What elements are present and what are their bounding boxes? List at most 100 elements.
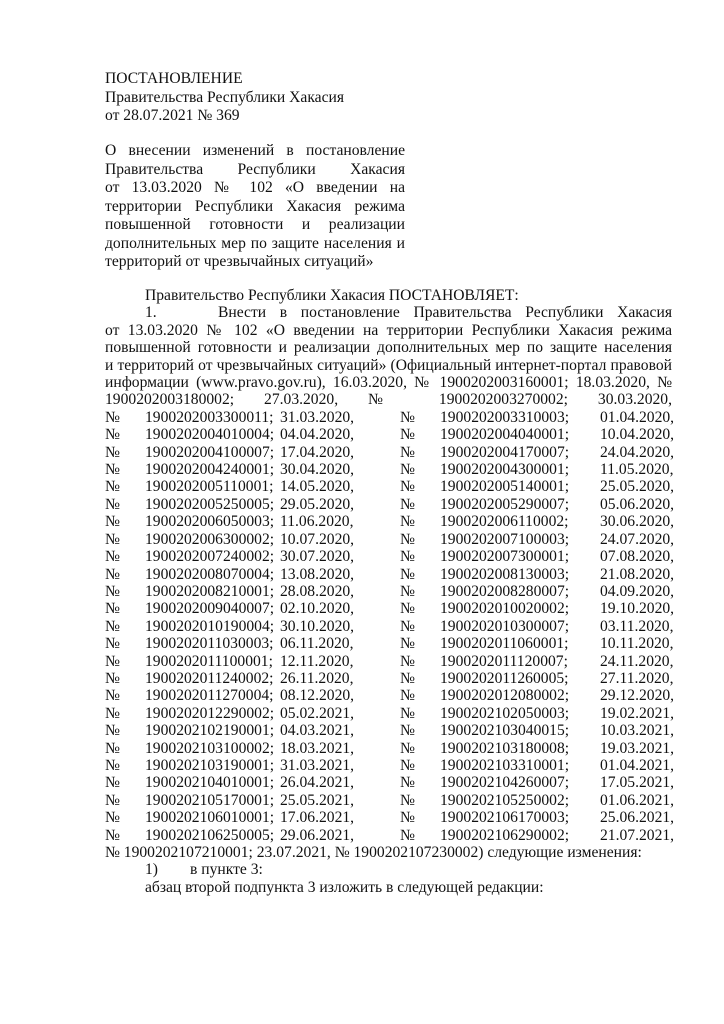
number-sign: № xyxy=(400,461,415,479)
publication-date: 31.03.2020, xyxy=(280,408,355,426)
publication-date: 10.11.2020, xyxy=(600,635,674,653)
number-sign: № xyxy=(105,739,120,757)
number-sign: № xyxy=(105,617,120,635)
document-type: ПОСТАНОВЛЕНИЕ xyxy=(105,70,243,87)
number-sign: № xyxy=(105,582,120,600)
publication-date: 07.08.2020, xyxy=(600,548,675,566)
number-sign: № xyxy=(400,669,415,687)
number-sign: № xyxy=(105,495,120,513)
number-sign: № xyxy=(400,443,415,461)
reference-row: № 1900202106250005; 29.06.2021, № 1900202106… xyxy=(105,826,675,844)
publication-number: 1900202012080002; xyxy=(440,687,570,705)
number-sign: № xyxy=(400,548,415,566)
publication-date: 26.11.2020, xyxy=(280,669,354,687)
number-sign: № xyxy=(105,722,120,740)
number-sign: № xyxy=(400,478,415,496)
publication-number: 1900202103040015; xyxy=(440,722,570,740)
number-sign: № xyxy=(400,582,415,600)
number-sign: № xyxy=(400,739,415,757)
publication-number: 1900202010190004; xyxy=(145,617,275,635)
publication-number: 1900202004300001; xyxy=(440,461,570,479)
publication-date: 13.08.2020, xyxy=(280,565,355,583)
publication-number: 1900202010300007; xyxy=(440,617,570,635)
number-sign: № xyxy=(105,600,120,618)
publication-date: 05.02.2021, xyxy=(280,704,355,722)
reference-row: № 1900202104010001; 26.04.2021, № 1900202104… xyxy=(105,774,674,792)
publication-number: 1900202006300002; xyxy=(145,530,275,548)
publication-number: 1900202011240002; xyxy=(145,669,274,687)
publication-number: 1900202104010001; xyxy=(145,774,275,792)
number-sign: № xyxy=(400,704,415,722)
number-sign: № xyxy=(105,565,120,583)
reference-row: № 1900202008070004; 13.08.2020, № 1900202008… xyxy=(105,565,674,583)
number-sign: № xyxy=(400,530,415,548)
publication-date: 21.07.2021, xyxy=(600,826,675,844)
number-sign: № xyxy=(105,826,120,844)
number-sign: № xyxy=(105,774,120,792)
publication-number: 1900202103180008; xyxy=(440,739,570,757)
publication-date: 24.11.2020, xyxy=(600,652,674,670)
publication-number: 1900202005290007; xyxy=(440,495,570,513)
publication-number: 1900202007240002; xyxy=(145,548,275,566)
number-sign: № xyxy=(105,426,120,444)
publication-number: 1900202011030003; xyxy=(145,635,274,653)
subject-line: повышенной готовности и реализации xyxy=(105,216,405,233)
publication-number: 1900202104260007; xyxy=(440,774,570,792)
number-sign: № xyxy=(400,635,415,653)
preamble: Правительство Республики Хакасия ПОСТАНО… xyxy=(145,287,519,304)
publication-number: 1900202004010004; xyxy=(145,426,275,444)
number-sign: № xyxy=(400,408,415,426)
subject-line: О внесении изменений в постановление xyxy=(105,142,405,159)
subitem-1: 1) в пункте 3: xyxy=(105,861,672,878)
publication-number: 1900202004040001; xyxy=(440,426,570,444)
publication-number: 1900202011260005; xyxy=(440,669,569,687)
reference-row: № 1900202005110001; 14.05.2020, № 1900202005… xyxy=(105,478,674,496)
publication-number: 1900202106290002; xyxy=(440,826,570,844)
publication-date: 30.04.2020, xyxy=(280,461,355,479)
publication-date: 04.04.2020, xyxy=(280,426,355,444)
publication-date: 19.03.2021, xyxy=(600,739,675,757)
publication-number: 1900202010020002; xyxy=(440,600,570,618)
document-date-number: от 28.07.2021 № 369 xyxy=(105,107,240,124)
number-sign: № xyxy=(105,791,120,809)
publication-date: 29.05.2020, xyxy=(280,495,355,513)
publication-date: 30.07.2020, xyxy=(280,548,355,566)
publication-number: 1900202103190001; xyxy=(145,756,275,774)
reference-row: № 1900202003300011; 31.03.2020, № 1900202003… xyxy=(105,408,674,426)
reference-row: № 1900202004010004; 04.04.2020, № 1900202004… xyxy=(105,426,675,444)
reference-row: № 1900202105170001; 25.05.2021, № 1900202105… xyxy=(105,791,674,809)
publication-date: 19.10.2020, xyxy=(600,600,675,618)
publication-number: 1900202012290002; xyxy=(145,704,275,722)
publication-date: 26.04.2021, xyxy=(280,774,355,792)
subject-line: от 13.03.2020 № 102 «О введении на xyxy=(105,179,405,196)
publication-number: 1900202105250002; xyxy=(440,791,570,809)
publication-date: 25.06.2021, xyxy=(600,809,675,827)
number-sign: № xyxy=(105,704,120,722)
publication-number: 1900202007300001; xyxy=(440,548,570,566)
subject-line: Правительства Республики Хакасия xyxy=(105,160,405,178)
publication-number: 1900202106010001; xyxy=(145,809,275,827)
publication-date: 10.04.2020, xyxy=(600,426,675,444)
reference-row: № 1900202011240002; 26.11.2020, № 1900202011… xyxy=(105,669,674,687)
number-sign: № xyxy=(400,565,415,583)
publication-date: 27.11.2020, xyxy=(600,669,674,687)
publication-number: 1900202006050003; xyxy=(145,513,275,531)
publication-number: 1900202106250005; xyxy=(145,826,275,844)
number-sign: № xyxy=(400,600,415,618)
subitem-number: 1) xyxy=(145,861,158,879)
publication-number: 1900202011270004; xyxy=(145,687,274,705)
subject-line: территорий от чрезвычайных ситуаций» xyxy=(105,253,374,270)
reference-row: № 1900202103100002; 18.03.2021, № 1900202103… xyxy=(105,739,675,757)
number-sign: № xyxy=(400,826,415,844)
publication-number: 1900202105170001; xyxy=(145,791,275,809)
number-sign: № xyxy=(400,652,415,670)
publication-date: 25.05.2021, xyxy=(280,791,355,809)
publication-date: 08.12.2020, xyxy=(280,687,355,705)
publication-date: 24.07.2020, xyxy=(600,530,675,548)
reference-row: № 1900202007240002; 30.07.2020, № 1900202007… xyxy=(105,548,675,566)
references-list: № 1900202003300011; 31.03.2020, № 1900202003… xyxy=(105,408,675,844)
number-sign: № xyxy=(400,809,415,827)
publication-date: 30.10.2020, xyxy=(280,617,355,635)
number-sign: № xyxy=(105,530,120,548)
publication-date: 28.08.2020, xyxy=(280,582,355,600)
